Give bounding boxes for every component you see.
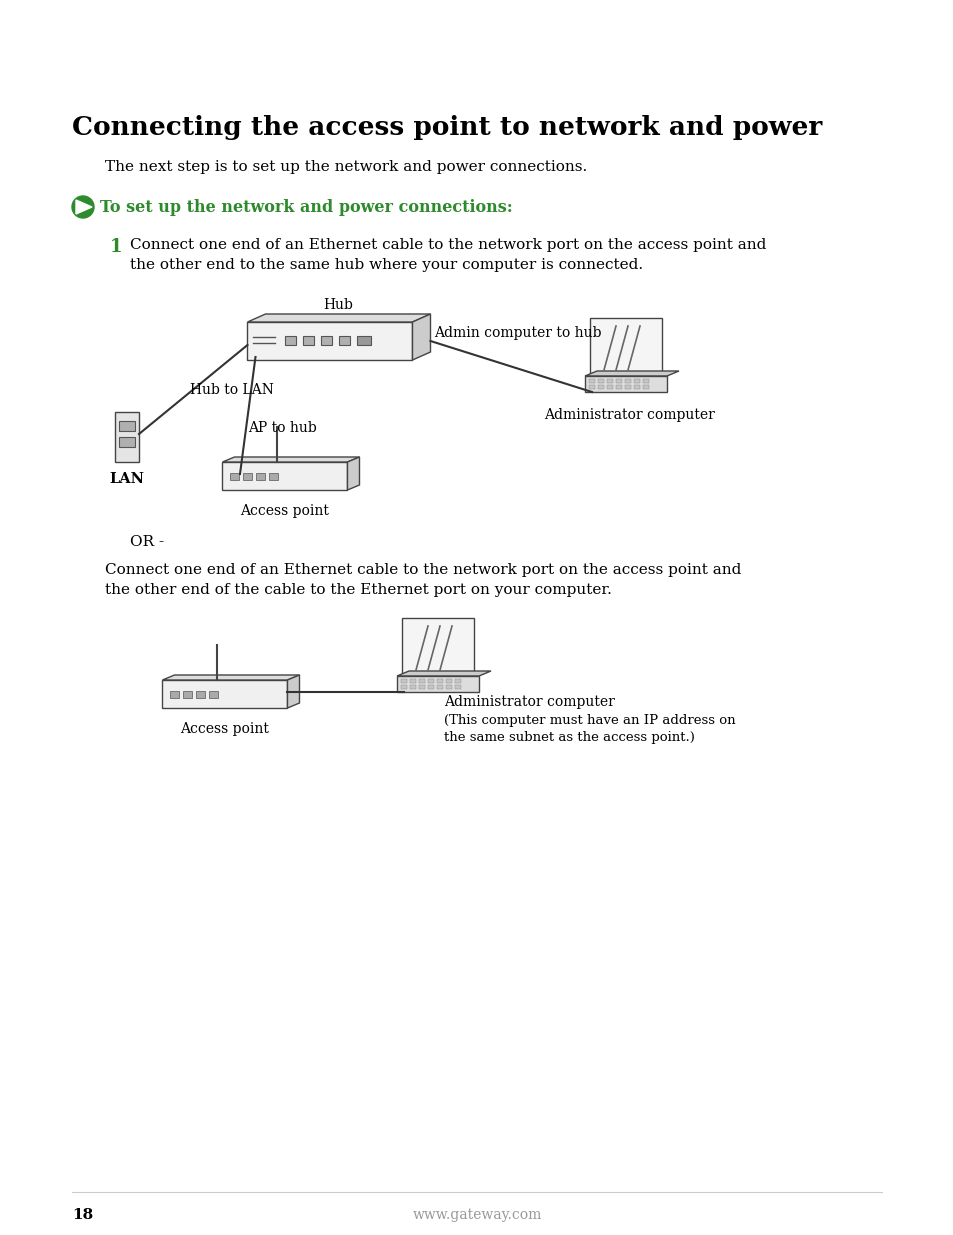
Bar [616, 379, 621, 383]
Bar [606, 385, 613, 389]
Bar [418, 685, 424, 689]
Bar [588, 379, 595, 383]
Polygon shape [287, 676, 299, 708]
Polygon shape [222, 457, 359, 462]
Text: AP to hub: AP to hub [248, 421, 316, 435]
Text: 18: 18 [71, 1208, 93, 1221]
Text: Connecting the access point to network and power: Connecting the access point to network a… [71, 115, 821, 140]
Bar [634, 385, 639, 389]
Bar [119, 421, 135, 431]
Text: OR -: OR - [130, 535, 164, 550]
Bar [256, 473, 265, 480]
Text: the other end of the cable to the Ethernet port on your computer.: the other end of the cable to the Ethern… [105, 583, 611, 597]
Text: the same subnet as the access point.): the same subnet as the access point.) [443, 731, 694, 743]
Bar [616, 385, 621, 389]
Bar [162, 680, 287, 708]
Bar [418, 679, 424, 683]
Text: www.gateway.com: www.gateway.com [412, 1208, 541, 1221]
Bar [247, 322, 412, 359]
Bar [231, 473, 239, 480]
Bar [196, 692, 205, 698]
Bar [446, 685, 452, 689]
Text: Access point: Access point [240, 504, 329, 517]
Bar [400, 685, 407, 689]
Polygon shape [76, 200, 91, 214]
Polygon shape [162, 676, 299, 680]
Bar [446, 679, 452, 683]
Text: Administrator computer: Administrator computer [443, 695, 615, 709]
Bar [436, 679, 442, 683]
Bar [634, 379, 639, 383]
Text: Hub to LAN: Hub to LAN [190, 383, 274, 396]
Text: (This computer must have an IP address on: (This computer must have an IP address o… [443, 714, 735, 727]
Text: Connect one end of an Ethernet cable to the network port on the access point and: Connect one end of an Ethernet cable to … [105, 563, 740, 577]
Polygon shape [247, 314, 430, 322]
Bar [183, 692, 193, 698]
Text: LAN: LAN [110, 472, 144, 487]
Text: 1: 1 [110, 238, 122, 256]
Text: Connect one end of an Ethernet cable to the network port on the access point and: Connect one end of an Ethernet cable to … [130, 238, 765, 252]
Text: the other end to the same hub where your computer is connected.: the other end to the same hub where your… [130, 258, 642, 272]
Bar [588, 385, 595, 389]
Bar [243, 473, 253, 480]
Polygon shape [347, 457, 359, 490]
Bar [119, 437, 135, 447]
Bar [339, 336, 350, 345]
Text: Administrator computer: Administrator computer [544, 408, 715, 422]
Polygon shape [584, 370, 679, 375]
Bar [410, 685, 416, 689]
Bar [642, 385, 648, 389]
Bar [222, 462, 347, 490]
Text: Access point: Access point [180, 722, 269, 736]
Text: Hub: Hub [323, 298, 353, 312]
Bar [624, 385, 630, 389]
Bar [428, 685, 434, 689]
Polygon shape [396, 676, 478, 692]
Circle shape [71, 196, 94, 219]
Bar [401, 618, 474, 676]
Bar [428, 679, 434, 683]
Text: To set up the network and power connections:: To set up the network and power connecti… [100, 199, 512, 215]
Bar [589, 317, 661, 375]
Bar [624, 379, 630, 383]
Bar [436, 685, 442, 689]
Text: The next step is to set up the network and power connections.: The next step is to set up the network a… [105, 161, 587, 174]
Bar [455, 685, 460, 689]
Bar [598, 379, 603, 383]
Text: Admin computer to hub: Admin computer to hub [434, 326, 601, 340]
Bar [171, 692, 179, 698]
Bar [210, 692, 218, 698]
Bar [606, 379, 613, 383]
Bar [269, 473, 278, 480]
Bar [400, 679, 407, 683]
Polygon shape [396, 671, 491, 676]
Bar [303, 336, 314, 345]
Bar [321, 336, 333, 345]
Bar [642, 379, 648, 383]
Bar [410, 679, 416, 683]
Bar [455, 679, 460, 683]
Bar [115, 412, 139, 462]
Bar [598, 385, 603, 389]
Bar [357, 336, 371, 345]
Polygon shape [412, 314, 430, 359]
Polygon shape [584, 375, 666, 391]
Bar [285, 336, 296, 345]
